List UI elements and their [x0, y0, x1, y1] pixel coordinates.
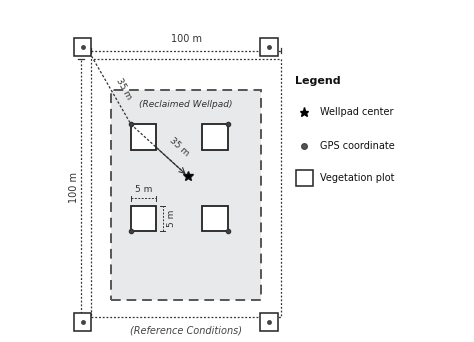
- Bar: [74, 313, 91, 331]
- Bar: [131, 206, 156, 231]
- Text: Vegetation plot: Vegetation plot: [320, 173, 395, 183]
- Text: 100 m: 100 m: [69, 172, 79, 203]
- Text: 100 m: 100 m: [171, 35, 201, 44]
- Bar: [202, 206, 228, 231]
- Text: Wellpad center: Wellpad center: [320, 107, 393, 117]
- Text: Legend: Legend: [295, 76, 340, 86]
- Bar: [296, 170, 313, 186]
- Bar: [91, 59, 281, 317]
- Bar: [260, 313, 278, 331]
- Bar: [260, 38, 278, 56]
- Bar: [111, 90, 261, 300]
- Text: 35 m: 35 m: [168, 136, 191, 158]
- Bar: [74, 38, 91, 56]
- Text: 35 m: 35 m: [115, 76, 134, 101]
- Text: (Reclaimed Wellpad): (Reclaimed Wellpad): [139, 100, 233, 109]
- Text: (Reference Conditions): (Reference Conditions): [130, 325, 242, 336]
- Bar: [202, 124, 228, 150]
- Text: GPS coordinate: GPS coordinate: [320, 141, 395, 150]
- Text: 5 m: 5 m: [135, 185, 153, 194]
- Text: 5 m: 5 m: [167, 210, 176, 227]
- Bar: [131, 124, 156, 150]
